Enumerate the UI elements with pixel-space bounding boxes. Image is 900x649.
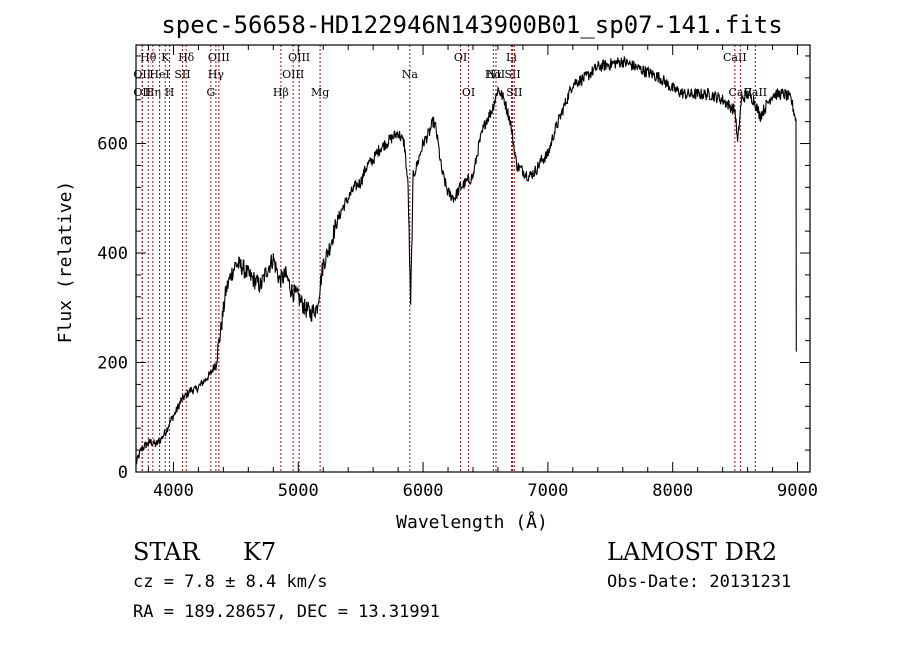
line-marker-label: G xyxy=(206,86,215,99)
line-marker-label: Li xyxy=(506,51,517,64)
line-marker-label: H xyxy=(165,86,175,99)
line-marker-label: CaII xyxy=(723,51,747,64)
line-marker-label: Hθ xyxy=(140,51,157,64)
line-marker-label: OIII xyxy=(208,51,230,64)
line-marker-label: SII xyxy=(506,86,522,99)
line-marker-label: Hδ xyxy=(178,51,195,64)
line-marker-label: SII xyxy=(504,68,520,81)
line-marker-label: Na xyxy=(402,68,419,81)
line-marker-label: OI xyxy=(462,86,475,99)
x-tick-label: 9000 xyxy=(777,481,818,501)
object-class: STAR xyxy=(133,538,200,566)
x-tick-label: 5000 xyxy=(278,481,319,501)
line-marker-label: Hγ xyxy=(208,68,225,81)
line-marker-label: NII xyxy=(487,68,505,81)
line-marker-label: OII xyxy=(133,86,151,99)
y-tick-label: 0 xyxy=(118,463,128,483)
line-marker-label: HeI xyxy=(149,68,169,81)
line-marker-label: Hα xyxy=(485,68,503,81)
line-marker-label: CaII xyxy=(743,86,767,99)
x-axis-label: Wavelength (Å) xyxy=(396,511,548,533)
line-marker-label: OIII xyxy=(282,68,304,81)
x-tick-label: 7000 xyxy=(527,481,568,501)
y-tick-label: 600 xyxy=(97,135,128,155)
line-marker-label: K xyxy=(161,51,170,64)
x-tick-label: 4000 xyxy=(153,481,194,501)
y-tick-label: 200 xyxy=(97,354,128,374)
line-marker-label: Hη xyxy=(145,86,161,99)
plot-frame xyxy=(135,44,811,473)
object-subclass: K7 xyxy=(243,538,277,566)
line-marker-label: Mg xyxy=(311,86,329,99)
survey-name: LAMOST DR2 xyxy=(607,538,778,566)
plot-axes: 4000 5000 6000 7000 8000 9000 0 200 400 600 xyxy=(97,44,818,501)
spectrum-line xyxy=(135,55,797,465)
emission-line-markers: OIIOIIHθHηHeIKHSIIHδGHγOIIIHβOIIIOIIIMgN… xyxy=(133,45,767,472)
x-tick-label: 8000 xyxy=(652,481,693,501)
y-axis-label: Flux (relative) xyxy=(55,181,76,344)
y-tick-label: 400 xyxy=(97,244,128,264)
line-marker-label: OI xyxy=(454,51,467,64)
observation-date: Obs-Date: 20131231 xyxy=(607,572,792,592)
line-marker-label: OIII xyxy=(288,51,310,64)
coordinates: RA = 189.28657, DEC = 13.31991 xyxy=(133,602,441,622)
line-marker-label: Hβ xyxy=(273,86,289,99)
line-marker-label: SII xyxy=(174,68,190,81)
redshift-cz: cz = 7.8 ± 8.4 km/s xyxy=(133,572,328,592)
chart-title: spec-56658-HD122946N143900B01_sp07-141.f… xyxy=(161,11,782,39)
x-tick-label: 6000 xyxy=(403,481,444,501)
